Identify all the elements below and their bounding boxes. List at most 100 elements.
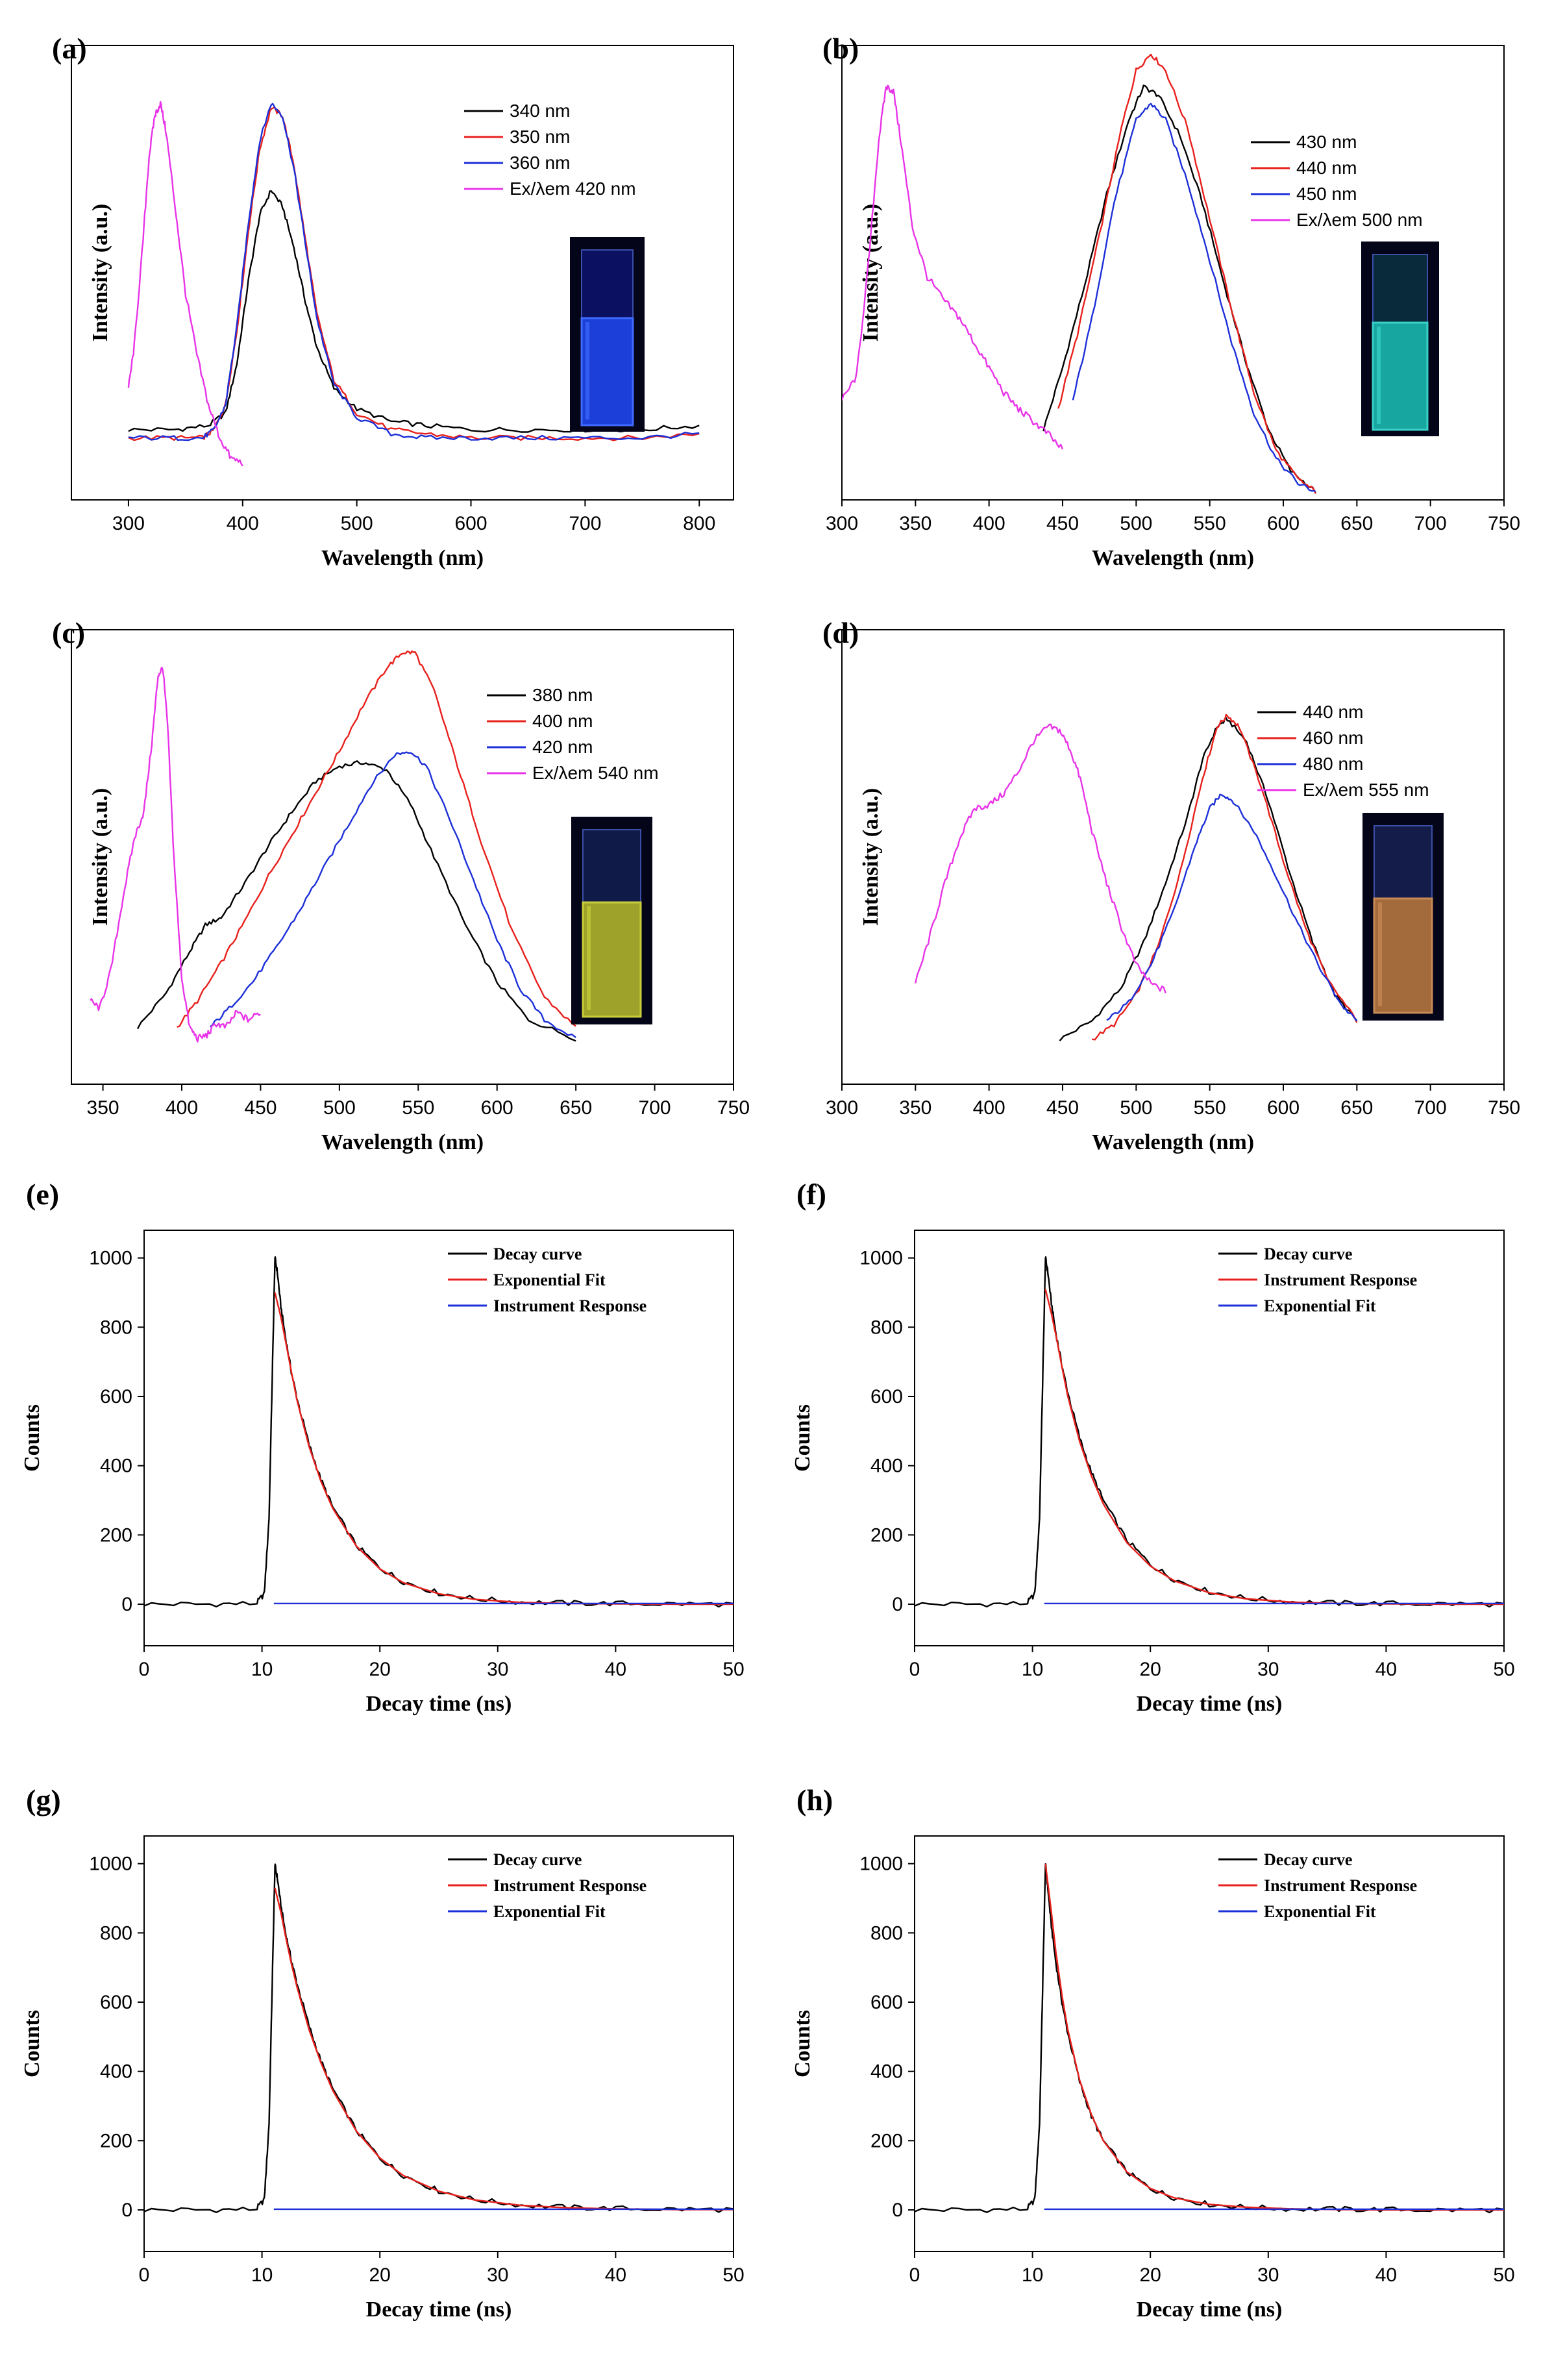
x-tick-label: 400 xyxy=(166,1097,198,1119)
series-line-ex-em-555-nm xyxy=(915,723,1166,994)
y-tick-label: 400 xyxy=(870,1456,903,1477)
y-tick-label: 0 xyxy=(892,1594,903,1615)
x-tick-label: 400 xyxy=(973,513,1005,534)
legend-label: 460 nm xyxy=(1303,728,1363,748)
cuvette-top xyxy=(581,249,634,319)
legend-label: Exponential Fit xyxy=(1264,1296,1376,1315)
x-tick-label: 550 xyxy=(1194,1097,1226,1119)
series-line-480-nm xyxy=(1106,793,1358,1022)
x-tick-label: 300 xyxy=(826,1097,858,1119)
legend-label: 340 nm xyxy=(510,101,570,121)
legend-label: 430 nm xyxy=(1296,132,1357,152)
cuvette-liquid xyxy=(582,901,642,1018)
x-axis-title: Wavelength (nm) xyxy=(321,546,484,570)
x-tick-label: 0 xyxy=(909,2264,920,2286)
series-line-430-nm xyxy=(1042,84,1316,494)
x-tick-label: 500 xyxy=(1120,513,1152,534)
panel-f: (f) 0 10 20 30 40 50 0 200 400 600 800 1000 Decay tim… xyxy=(771,1169,1541,1774)
plot-frame xyxy=(143,1835,734,2252)
legend-label: 380 nm xyxy=(532,685,593,705)
y-tick-label: 800 xyxy=(100,1317,132,1338)
x-tick-label: 600 xyxy=(1267,1097,1300,1119)
plot-area xyxy=(915,1256,1504,1608)
x-tick-label: 650 xyxy=(1340,1097,1373,1119)
legend-label: Instrument Response xyxy=(1264,1876,1417,1895)
x-tick-label: 30 xyxy=(1257,1659,1279,1680)
x-tick-label: 300 xyxy=(826,513,858,534)
x-tick-label: 10 xyxy=(1022,1659,1043,1680)
x-tick-label: 30 xyxy=(1257,2264,1279,2286)
y-tick-label: 600 xyxy=(100,1992,132,2013)
x-tick-label: 500 xyxy=(323,1097,356,1119)
cuvette-top xyxy=(1372,254,1428,323)
legend-label: 440 nm xyxy=(1303,702,1363,722)
plot-area xyxy=(144,1256,734,1608)
panel-b: (b) 300 350 400 450 500 550 600 650 700 750 Wavelen… xyxy=(771,0,1541,584)
series-line-420-nm xyxy=(209,751,576,1039)
y-axis-title: Intensity (a.u.) xyxy=(88,204,112,342)
y-tick-label: 0 xyxy=(121,1594,132,1615)
legend-label: Exponential Fit xyxy=(493,1271,606,1289)
legend-label: Ex/λem 500 nm xyxy=(1296,210,1423,230)
plot-frame xyxy=(71,45,734,501)
x-tick-label: 500 xyxy=(341,513,373,534)
x-tick-label: 600 xyxy=(454,513,487,534)
cuvette-highlight xyxy=(586,322,589,419)
legend-label: 400 nm xyxy=(532,711,593,731)
x-tick-label: 600 xyxy=(1267,513,1300,534)
panel-label: (b) xyxy=(822,32,859,65)
panel-label: (g) xyxy=(26,1783,61,1816)
x-tick-label: 0 xyxy=(139,1659,150,1680)
series-line-decay-curve xyxy=(144,1863,734,2213)
legend-label: 450 nm xyxy=(1296,184,1357,204)
x-tick-label: 20 xyxy=(369,2264,391,2286)
legend-label: Decay curve xyxy=(1264,1245,1352,1263)
plot-area xyxy=(915,1863,1504,2214)
cuvette-liquid xyxy=(580,317,634,427)
x-axis-title: Wavelength (nm) xyxy=(321,1130,484,1154)
panel-label: (h) xyxy=(796,1783,833,1816)
panel-h: (h) 0 10 20 30 40 50 0 200 400 600 800 1000 Decay tim… xyxy=(771,1774,1541,2380)
x-tick-label: 30 xyxy=(487,2264,508,2286)
x-axis-title: Wavelength (nm) xyxy=(1092,546,1254,570)
x-tick-label: 450 xyxy=(1046,513,1079,534)
x-tick-label: 40 xyxy=(1375,1659,1397,1680)
y-tick-label: 400 xyxy=(100,2061,132,2083)
x-tick-label: 750 xyxy=(1488,1097,1520,1119)
y-tick-label: 800 xyxy=(100,1922,132,1944)
plot-area xyxy=(127,101,700,467)
cuvette-liquid xyxy=(1372,321,1429,431)
series-line-340-nm xyxy=(128,190,700,433)
series-line-instrument-response xyxy=(1044,1289,1504,1605)
panel-a: (a) 300 400 500 600 700 800 Wavelength (nm) Inte… xyxy=(0,0,771,584)
plot-frame xyxy=(914,1835,1505,2252)
legend-label: 350 nm xyxy=(510,127,570,147)
y-tick-label: 800 xyxy=(870,1317,903,1338)
x-tick-label: 550 xyxy=(402,1097,434,1119)
panel-e: (e) 0 10 20 30 40 50 0 200 400 600 800 1000 Decay tim… xyxy=(0,1169,771,1774)
legend-label: Instrument Response xyxy=(493,1876,647,1895)
x-tick-label: 600 xyxy=(481,1097,513,1119)
x-tick-label: 700 xyxy=(639,1097,671,1119)
series-line-decay-curve xyxy=(915,1256,1504,1608)
y-tick-label: 0 xyxy=(892,2200,903,2221)
legend-label: Decay curve xyxy=(493,1850,582,1869)
y-tick-label: 200 xyxy=(870,1524,903,1546)
chart-e: (e) 0 10 20 30 40 50 0 200 400 600 800 1000 Decay tim… xyxy=(20,1178,745,1716)
x-tick-label: 350 xyxy=(899,513,931,534)
y-tick-label: 200 xyxy=(100,2130,132,2151)
chart-g: (g) 0 10 20 30 40 50 0 200 400 600 800 1000 Decay tim… xyxy=(20,1783,745,2322)
x-tick-label: 450 xyxy=(244,1097,277,1119)
legend-label: Instrument Response xyxy=(493,1296,647,1315)
legend-label: Ex/λem 555 nm xyxy=(1303,780,1429,800)
x-tick-label: 800 xyxy=(683,513,715,534)
y-axis-title: Counts xyxy=(20,1404,44,1472)
plot-frame xyxy=(841,45,1505,501)
series-line-440-nm xyxy=(1057,53,1316,494)
plot-area xyxy=(842,53,1316,494)
series-line-ex-em-420-nm xyxy=(127,101,243,467)
y-tick-label: 1000 xyxy=(859,1248,903,1269)
chart-b: (b) 300 350 400 450 500 550 600 650 700 750 Wavelen… xyxy=(822,32,1520,570)
cuvette-highlight xyxy=(587,906,591,1010)
panel-label: (f) xyxy=(796,1178,826,1211)
